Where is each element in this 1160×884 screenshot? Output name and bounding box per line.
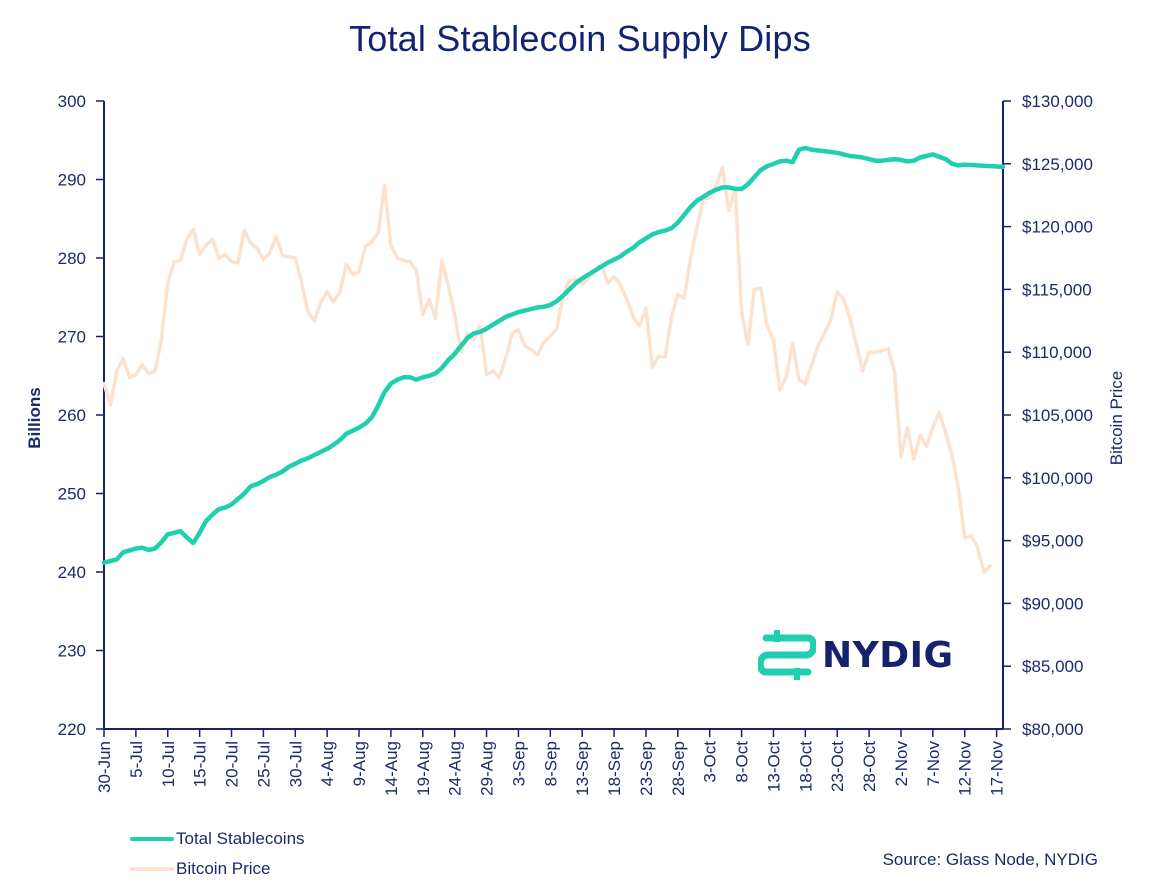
x-tick-label: 3-Sep xyxy=(509,741,528,786)
legend-item-bitcoin: Bitcoin Price xyxy=(130,854,305,884)
y2-tick-label: $80,000 xyxy=(1022,720,1083,739)
y2-tick-label: $110,000 xyxy=(1022,343,1092,362)
x-tick-label: 12-Nov xyxy=(956,741,975,796)
x-tick-label: 13-Oct xyxy=(764,741,783,792)
x-tick-label: 20-Jul xyxy=(223,741,242,787)
x-tick-label: 19-Aug xyxy=(414,741,433,796)
x-tick-label: 18-Sep xyxy=(605,741,624,796)
legend-item-stablecoins: Total Stablecoins xyxy=(130,824,305,854)
nydig-dollar-icon xyxy=(758,630,816,680)
x-tick-label: 29-Aug xyxy=(478,741,497,796)
y-tick-label: 280 xyxy=(58,249,86,268)
y2-tick-label: $90,000 xyxy=(1022,594,1083,613)
x-tick-label: 23-Sep xyxy=(637,741,656,796)
y-tick-label: 290 xyxy=(58,171,86,190)
x-tick-label: 14-Aug xyxy=(382,741,401,796)
x-tick-label: 7-Nov xyxy=(924,741,943,787)
legend: Total Stablecoins Bitcoin Price xyxy=(130,824,305,884)
x-tick-label: 28-Oct xyxy=(860,741,879,792)
y-axis-title: Billions xyxy=(25,387,44,448)
y-tick-label: 260 xyxy=(58,406,86,425)
nydig-logo: NYDIG xyxy=(758,628,954,682)
y2-axis-title: Bitcoin Price xyxy=(1107,371,1126,465)
tick-labels: 220 230 240 250 260 270 280 290 300 $80,000 $85,00… xyxy=(58,92,1093,796)
nydig-logo-text: NYDIG xyxy=(822,634,954,676)
x-tick-label: 3-Oct xyxy=(701,741,720,783)
axes xyxy=(96,100,1011,737)
series-line-stablecoins xyxy=(101,145,1006,565)
y2-tick-label: $125,000 xyxy=(1022,155,1093,174)
y2-tick-label: $85,000 xyxy=(1022,657,1083,676)
y2-tick-label: $100,000 xyxy=(1022,469,1093,488)
y-tick-label: 270 xyxy=(58,328,86,347)
chart-title: Total Stablecoin Supply Dips xyxy=(349,18,811,59)
y-tick-label: 300 xyxy=(58,92,86,111)
y2-tick-label: $130,000 xyxy=(1022,92,1093,111)
x-tick-label: 25-Jul xyxy=(254,741,273,787)
legend-label-bitcoin: Bitcoin Price xyxy=(176,859,271,878)
y-tick-label: 250 xyxy=(58,485,86,504)
x-tick-label: 30-Jul xyxy=(286,741,305,787)
y2-tick-label: $115,000 xyxy=(1022,280,1092,299)
x-tick-label: 24-Aug xyxy=(446,741,465,796)
source-note: Source: Glass Node, NYDIG xyxy=(882,850,1098,869)
x-tick-label: 30-Jun xyxy=(95,741,114,793)
y2-tick-label: $95,000 xyxy=(1022,532,1083,551)
x-tick-label: 2-Nov xyxy=(892,741,911,787)
x-tick-label: 23-Oct xyxy=(828,741,847,792)
series-layer xyxy=(101,145,1006,574)
x-tick-label: 5-Jul xyxy=(127,741,146,778)
y-tick-label: 230 xyxy=(58,642,86,661)
x-tick-label: 28-Sep xyxy=(669,741,688,796)
series-line-bitcoin xyxy=(102,165,992,574)
x-tick-label: 17-Nov xyxy=(988,741,1007,796)
legend-swatch-stablecoins xyxy=(130,837,174,841)
x-tick-label: 13-Sep xyxy=(573,741,592,796)
x-tick-label: 10-Jul xyxy=(159,741,178,787)
legend-swatch-bitcoin xyxy=(130,867,174,871)
legend-label-stablecoins: Total Stablecoins xyxy=(176,829,305,848)
y2-tick-label: $120,000 xyxy=(1022,218,1093,237)
x-tick-label: 8-Sep xyxy=(541,741,560,786)
y2-tick-label: $105,000 xyxy=(1022,406,1093,425)
x-tick-label: 4-Aug xyxy=(318,741,337,786)
x-tick-label: 8-Oct xyxy=(733,741,752,783)
x-tick-label: 15-Jul xyxy=(191,741,210,787)
x-tick-label: 9-Aug xyxy=(350,741,369,786)
y-tick-label: 220 xyxy=(58,720,86,739)
x-tick-label: 18-Oct xyxy=(796,741,815,792)
y-tick-label: 240 xyxy=(58,563,86,582)
